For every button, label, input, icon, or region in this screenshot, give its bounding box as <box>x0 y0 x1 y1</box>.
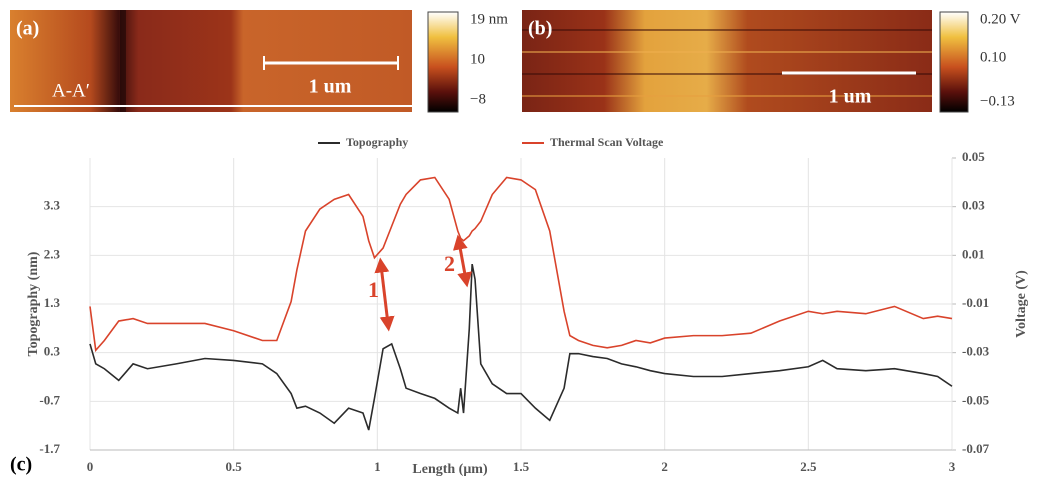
y-tick-label: -0.7 <box>39 392 60 407</box>
y-axis-label: Topography (nm) <box>26 251 41 356</box>
colorbar <box>427 11 459 113</box>
annotation: 2 <box>444 251 455 276</box>
scale-label: 1 um <box>309 76 352 98</box>
y2-tick-label: 0.01 <box>962 246 985 261</box>
colorbar-label: 0.20 V <box>980 11 1021 27</box>
y-tick-label: 2.3 <box>44 246 61 261</box>
image-stripe <box>120 10 126 112</box>
y2-tick-label: -0.05 <box>962 392 990 407</box>
x-tick-label: 0 <box>87 459 94 474</box>
annotation: 1 <box>368 277 379 302</box>
annotation-arrow <box>374 257 395 332</box>
series-line <box>89 263 953 431</box>
annotation-arrow <box>452 234 473 288</box>
x-tick-label: 3 <box>949 459 956 474</box>
colorbar-label: 0.10 <box>980 49 1006 65</box>
y2-axis-label: Voltage (V) <box>1014 270 1029 338</box>
panel-a: (a) A-A′ 1 um 19 nm 10 −8 <box>10 10 508 113</box>
y-tick-label: -1.7 <box>39 441 60 456</box>
colorbar-label: 10 <box>470 51 485 67</box>
x-tick-label: 2 <box>661 459 668 474</box>
x-tick-label: 0.5 <box>226 459 243 474</box>
legend-label: Topography <box>346 135 408 149</box>
plot: -1.7 -0.7 0.3 1.3 2.3 3.3 -0.07 -0.05 -0.03 -0.01… <box>39 135 989 474</box>
voltage-image <box>522 10 932 112</box>
y2-tick-label: 0.03 <box>962 198 985 213</box>
x-tick-label: 1 <box>374 459 381 474</box>
x-tick-label: 1.5 <box>513 459 530 474</box>
x-axis-label: Length (μm) <box>412 462 488 477</box>
y2-tick-label: -0.07 <box>962 441 990 456</box>
y-tick-label: 3.3 <box>44 198 61 213</box>
panel-label: (b) <box>528 18 552 40</box>
panel-label: (a) <box>16 18 39 40</box>
topography-image <box>10 10 412 112</box>
y-tick-label: 0.3 <box>44 344 61 359</box>
colorbar-label: −0.13 <box>980 93 1015 109</box>
section-label: A-A′ <box>52 80 90 101</box>
y2-tick-label: 0.05 <box>962 149 985 164</box>
panel-b: (b) 1 um 0.20 V 0.10 −0.13 <box>522 10 1021 113</box>
y-tick-label: 1.3 <box>44 295 61 310</box>
colorbar-label: −8 <box>470 91 486 107</box>
panel-label: (c) <box>10 454 32 476</box>
colorbar-label: 19 nm <box>470 11 508 27</box>
scale-label: 1 um <box>829 86 872 108</box>
x-tick-label: 2.5 <box>800 459 817 474</box>
y2-tick-label: -0.01 <box>962 295 989 310</box>
y2-tick-label: -0.03 <box>962 344 990 359</box>
colorbar <box>939 11 969 113</box>
legend-label: Thermal Scan Voltage <box>550 135 664 149</box>
